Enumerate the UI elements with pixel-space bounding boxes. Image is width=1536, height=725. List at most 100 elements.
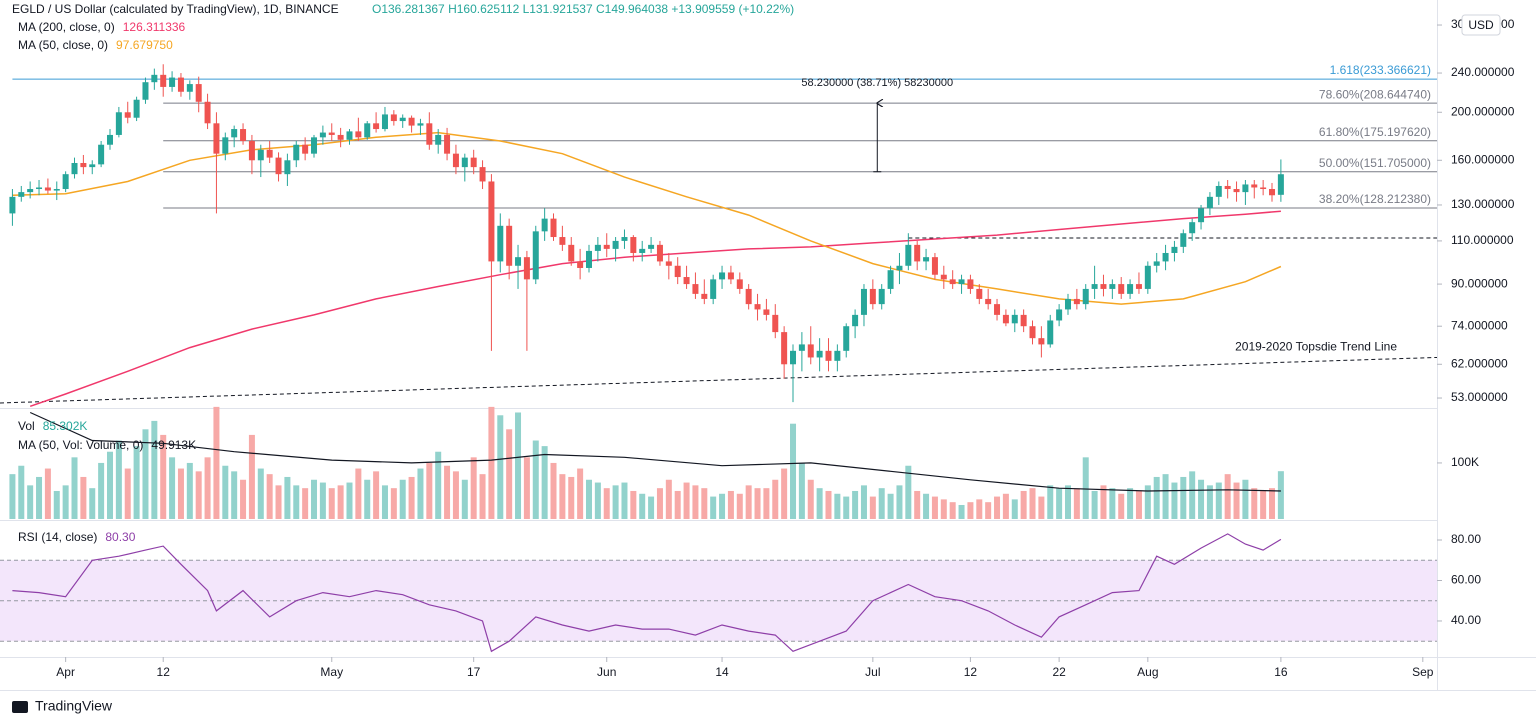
candle-body [1073, 298, 1080, 305]
volume-bar [1073, 488, 1080, 519]
volume-bar [328, 488, 335, 519]
volume-bar [1144, 485, 1151, 519]
candle-body [674, 265, 681, 278]
candle-body [1082, 288, 1089, 305]
volume-bar [1269, 488, 1276, 519]
candle-body [843, 326, 850, 351]
candle-body [568, 244, 575, 262]
volume-bar [523, 457, 530, 519]
candle-body [923, 257, 930, 262]
candle-body [248, 141, 255, 161]
volume-bar [231, 471, 238, 519]
candle-body [452, 153, 459, 168]
fib-label: 61.80%(175.197620) [1319, 125, 1431, 139]
volume-bar [772, 479, 779, 519]
candle-body [470, 157, 477, 168]
candle-body [1206, 196, 1213, 209]
candle-body [479, 167, 486, 182]
candle-body [1224, 185, 1231, 190]
volume-bar [1171, 482, 1178, 519]
volume-bar [1277, 471, 1284, 519]
volume-bar [195, 471, 202, 519]
volume-bar [240, 479, 247, 519]
candle-body [1127, 284, 1134, 294]
candle-body [381, 114, 388, 130]
volume-bar [532, 440, 539, 519]
volume-bar [1251, 488, 1258, 519]
y-tick-label: 62.000000 [1451, 356, 1508, 370]
volume-ma-line [29, 411, 1281, 492]
volume-bar [142, 429, 149, 519]
volume-bar [1100, 485, 1107, 519]
candle-body [257, 149, 264, 161]
fib-label: 1.618(233.366621) [1330, 63, 1431, 77]
volume-bar [594, 482, 601, 519]
pane-frame [0, 0, 1536, 691]
trend-line-label: 2019-2020 Topsdie Trend Line [1235, 340, 1397, 354]
volume-bar [470, 457, 477, 519]
candle-body [80, 162, 87, 168]
candle-body [1269, 189, 1276, 196]
candle-body [754, 304, 761, 310]
candle-body [958, 279, 965, 285]
candle-body [816, 350, 823, 358]
volume-bar [1242, 479, 1249, 519]
candle-body [931, 257, 938, 275]
candle-body [887, 270, 894, 289]
volume-bar [1047, 485, 1054, 519]
candle-body [665, 261, 672, 266]
candle-body [293, 144, 300, 161]
volume-bar [736, 493, 743, 519]
volume-bar [763, 488, 770, 519]
candle-body [373, 123, 380, 130]
volume-bar [1118, 493, 1125, 519]
y-tick-label: 53.000000 [1451, 390, 1508, 404]
y-tick-label: 74.000000 [1451, 318, 1508, 332]
candle-body [1233, 189, 1240, 193]
candle-body [860, 288, 867, 315]
plot-layer: 300.000000240.000000200.000000160.000000… [0, 17, 1515, 679]
volume-bar [1002, 493, 1009, 519]
volume-bar [790, 423, 797, 519]
y-tick-label: 160.000000 [1451, 152, 1515, 166]
x-tick-label: May [320, 665, 343, 679]
volume-bar [62, 485, 69, 519]
candle-body [62, 174, 69, 190]
legend-name: Vol [18, 419, 35, 433]
volume-bar [408, 476, 415, 519]
volume-bar [878, 488, 885, 519]
candle-body [1056, 309, 1063, 321]
volume-bar [807, 479, 814, 519]
fib-label: 78.60%(208.644740) [1319, 87, 1431, 101]
volume-bar [1224, 474, 1231, 519]
volume-bar [852, 490, 859, 519]
candle-body [302, 144, 309, 154]
x-tick-label: Apr [56, 665, 75, 679]
candle-body [905, 244, 912, 266]
volume-bar [1127, 488, 1134, 519]
candle-body [1144, 265, 1151, 289]
y-tick-label: 130.000000 [1451, 197, 1515, 211]
candle-body [1047, 320, 1054, 345]
candle-body [435, 134, 442, 145]
x-tick-label: Jul [865, 665, 880, 679]
x-tick-label: 12 [157, 665, 171, 679]
y-tick-label: 100K [1451, 455, 1479, 469]
candle-body [1215, 185, 1222, 197]
candle-body [36, 187, 43, 190]
y-tick-label: 90.000000 [1451, 276, 1508, 290]
legend-value: 85.302K [43, 419, 88, 433]
candle-body [204, 101, 211, 124]
candle-body [745, 288, 752, 305]
currency-box [1461, 14, 1501, 36]
candle-body [559, 237, 566, 245]
volume-bar [798, 462, 805, 519]
volume-bar [843, 496, 850, 519]
candle-body [328, 132, 335, 135]
volume-bar [1056, 488, 1063, 519]
volume-bar [958, 504, 965, 519]
candle-body [1260, 187, 1267, 190]
candle-body [213, 123, 220, 154]
candle-body [719, 272, 726, 280]
